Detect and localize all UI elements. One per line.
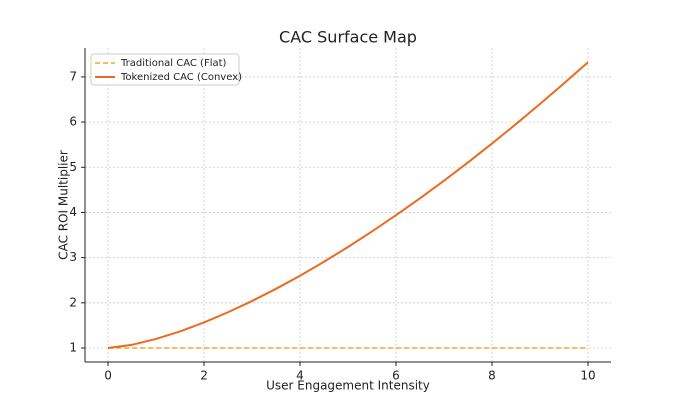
x-tick-label: 2 bbox=[200, 369, 208, 383]
y-tick-label: 4 bbox=[69, 205, 77, 219]
x-axis-label: User Engagement Intensity bbox=[266, 379, 430, 393]
legend-label: Traditional CAC (Flat) bbox=[120, 58, 227, 69]
y-tick-label: 3 bbox=[69, 250, 77, 264]
y-axis-label: CAC ROI Multiplier bbox=[57, 150, 71, 260]
y-tick-label: 5 bbox=[69, 160, 77, 174]
y-tick-label: 1 bbox=[69, 340, 77, 354]
x-tick-label: 0 bbox=[104, 369, 112, 383]
chart-title: CAC Surface Map bbox=[279, 28, 417, 47]
x-tick-label: 8 bbox=[488, 369, 496, 383]
x-tick-label: 4 bbox=[296, 369, 304, 383]
line-series bbox=[107, 61, 589, 349]
x-tick-label: 10 bbox=[580, 369, 595, 383]
y-tick-label: 7 bbox=[69, 69, 77, 83]
y-tick-label: 2 bbox=[69, 295, 77, 309]
legend: Traditional CAC (Flat) Tokenized CAC (Con… bbox=[90, 53, 242, 86]
y-tick-label: 6 bbox=[69, 115, 77, 129]
legend-box bbox=[90, 53, 240, 86]
legend-label: Tokenized CAC (Convex) bbox=[120, 72, 242, 83]
x-tick-label: 6 bbox=[392, 369, 400, 383]
